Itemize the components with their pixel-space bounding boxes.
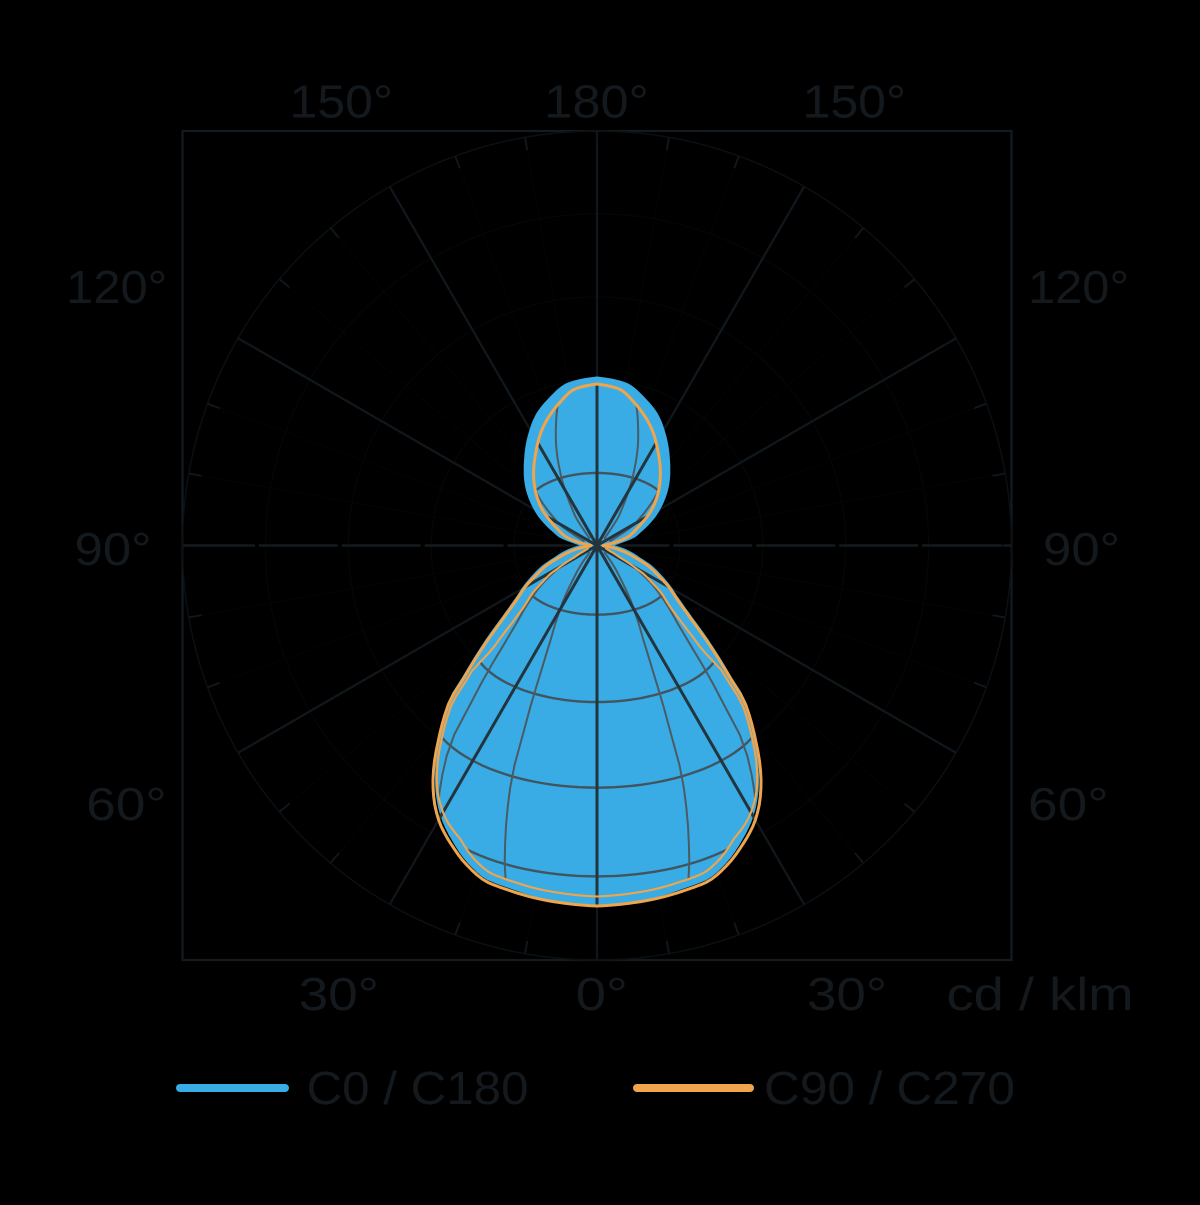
svg-text:180°: 180° xyxy=(544,76,649,128)
svg-text:120°: 120° xyxy=(66,261,167,313)
svg-text:0°: 0° xyxy=(576,968,628,1020)
svg-text:90°: 90° xyxy=(75,523,152,575)
svg-text:150°: 150° xyxy=(803,76,907,128)
svg-text:60°: 60° xyxy=(86,778,167,830)
svg-text:30°: 30° xyxy=(299,968,379,1020)
svg-text:150°: 150° xyxy=(290,76,394,128)
svg-text:C0 / C180: C0 / C180 xyxy=(307,1062,529,1114)
svg-text:30°: 30° xyxy=(807,968,887,1020)
svg-text:120°: 120° xyxy=(1028,261,1129,313)
svg-text:60°: 60° xyxy=(1028,778,1109,830)
svg-text:cd / klm: cd / klm xyxy=(947,968,1134,1020)
svg-text:C90 / C270: C90 / C270 xyxy=(764,1062,1015,1114)
svg-text:90°: 90° xyxy=(1043,523,1120,575)
